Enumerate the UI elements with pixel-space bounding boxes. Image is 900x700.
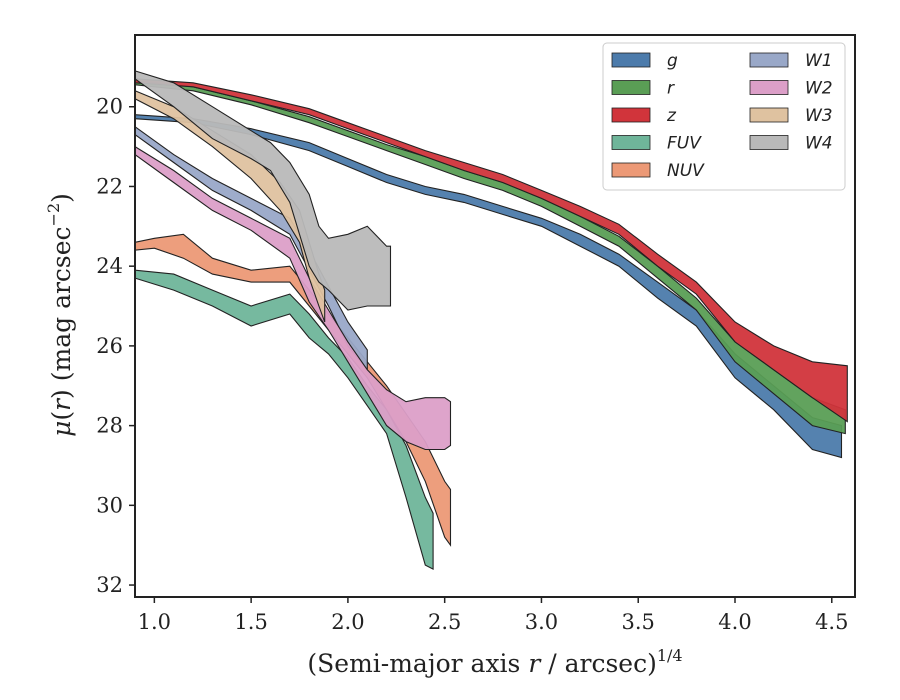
- legend-label-w4: W4: [805, 134, 833, 154]
- legend-swatch-z: [611, 107, 651, 123]
- legend-swatch-g: [611, 52, 651, 68]
- band-fuv: [134, 269, 434, 571]
- x-axis: 1.0 1.5 2.0 2.5 3.0 3.5 4.0 4.5: [138, 597, 848, 634]
- legend-swatch-r: [611, 80, 651, 95]
- y-axis-label-exponent: −2: [44, 203, 63, 227]
- legend-swatch-w2: [749, 80, 789, 95]
- x-tick-label: 1.0: [138, 610, 171, 634]
- legend-swatch-fuv: [611, 135, 651, 150]
- band-g: [134, 114, 843, 459]
- legend-label-fuv: FUV: [667, 134, 702, 154]
- x-axis-label-exponent: 1/4: [657, 646, 683, 665]
- y-axis-label-close: ): [47, 193, 76, 203]
- y-axis-label: μ(r) (mag arcsec−2): [44, 193, 76, 437]
- legend-label-g: g: [667, 51, 678, 71]
- legend-swatch-w4: [749, 135, 789, 150]
- x-tick-label: 3.0: [525, 610, 558, 634]
- x-tick-label: 3.5: [622, 610, 655, 634]
- band-z: [134, 78, 848, 423]
- plot-frame: [134, 34, 856, 598]
- y-tick-label: 26: [96, 334, 123, 358]
- y-tick-label: 22: [96, 174, 123, 198]
- x-axis-label-var: r: [528, 649, 542, 678]
- legend-label-z: z: [666, 106, 677, 126]
- legend-box: [602, 42, 846, 191]
- x-tick-label: 2.5: [428, 610, 461, 634]
- x-axis-label: (Semi-major axis r / arcsec)1/4: [307, 646, 682, 678]
- y-tick-label: 30: [96, 493, 123, 517]
- y-axis-label-var: r: [47, 397, 76, 411]
- x-tick-label: 2.0: [331, 610, 364, 634]
- legend-swatch-nuv: [611, 162, 651, 178]
- y-tick-label: 32: [96, 573, 123, 597]
- y-tick-label: 20: [96, 95, 123, 119]
- y-tick-label: 24: [96, 254, 123, 278]
- x-tick-label: 1.5: [234, 610, 267, 634]
- legend: grz FUV NUV W1 W2 W3 W4: [602, 42, 846, 191]
- band-w2: [134, 145, 452, 451]
- legend-swatch-w3: [749, 107, 789, 123]
- band-layer: [134, 70, 848, 571]
- y-axis: 20 22 24 26 28 30 32: [96, 95, 135, 597]
- legend-label-r: r: [667, 79, 675, 99]
- x-axis-label-prefix: (Semi-major axis: [307, 649, 528, 678]
- x-tick-label: 4.5: [815, 610, 848, 634]
- legend-label-w1: W1: [805, 51, 833, 71]
- legend-label-w3: W3: [805, 106, 833, 126]
- legend-label-w2: W2: [805, 79, 833, 99]
- y-axis-label-rest: ) (mag arcsec: [47, 226, 76, 399]
- legend-label-nuv: NUV: [667, 161, 705, 181]
- y-tick-label: 28: [96, 414, 123, 438]
- y-axis-label-mu: μ: [47, 421, 76, 437]
- band-w4: [134, 70, 392, 311]
- x-tick-label: 4.0: [718, 610, 751, 634]
- legend-swatch-w1: [749, 52, 789, 68]
- y-axis-label-paren: (: [47, 411, 76, 421]
- x-axis-label-suffix: / arcsec): [540, 649, 657, 678]
